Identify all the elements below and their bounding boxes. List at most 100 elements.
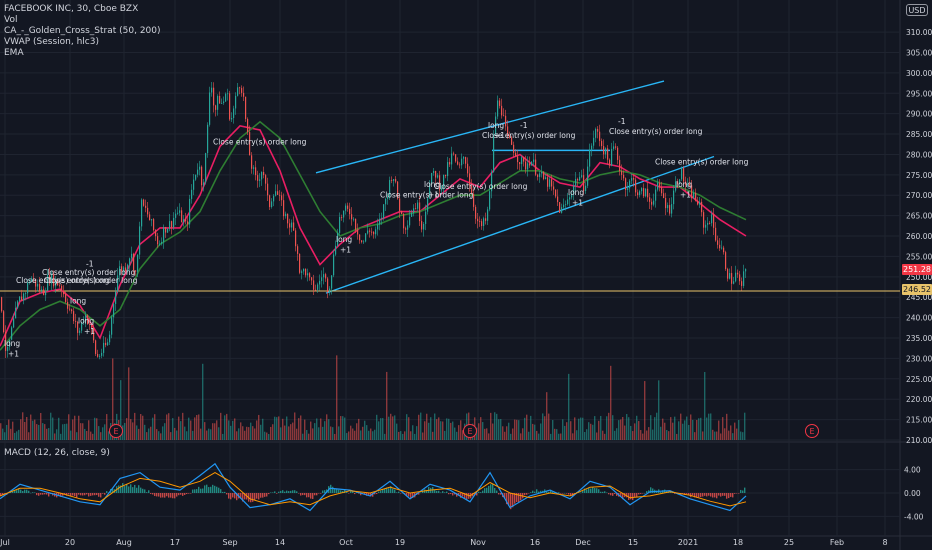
macd-histogram-bar [462,493,464,497]
volume-bar [580,417,582,440]
indicator-ema[interactable]: EMA [4,48,24,58]
macd-histogram-bar [348,493,350,494]
volume-bar [350,425,352,440]
candle-body [577,178,579,181]
candle-body [561,207,563,213]
candle-body [53,273,55,287]
time-axis[interactable]: Jul 20 Aug 17 Sep 14 Oct 19 Nov 16 Dec 15 2021 18 25 Fe… [0,538,888,547]
candle-body [69,308,71,310]
macd-histogram-bar [482,490,484,493]
macd-histogram-bar [550,489,552,493]
volume-bar [678,421,680,440]
candle-body [361,240,363,243]
strategy-label: -1 [86,260,94,269]
indicator-strategy[interactable]: CA_-_Golden_Cross_Strat (50, 200) [4,26,161,36]
candle-body [287,213,289,224]
volume-bar [238,428,240,440]
volume-bar [126,418,128,440]
macd-histogram-bar [142,488,144,493]
candle-body [479,221,481,222]
volume-bar [680,413,682,440]
macd-histogram-bar [296,491,298,493]
candle-body [211,87,213,93]
volume-bar [52,417,54,440]
volume-bar [314,423,316,440]
macd-tick-label: -4.00 [904,512,924,521]
candle-body [347,205,349,209]
price-axis[interactable]: 210.00 215.00 220.00 225.00 230.00 235.00 240.… [904,28,932,521]
volume-bar [426,413,428,440]
volume-bar [164,423,166,440]
y-tick-label: 280.00 [906,150,932,159]
macd-histogram-bar [512,493,514,508]
volume-bar [560,433,562,440]
volume-bar [670,417,672,440]
candle-body [323,274,325,278]
macd-histogram-bar [592,487,594,493]
volume-bar [20,419,22,440]
volume-bar [388,416,390,440]
candle-body [669,205,671,214]
volume-bar [718,420,720,440]
volume-bar [690,414,692,440]
volume-bar [188,417,190,440]
macd-histogram-bar [60,493,62,497]
candle-body [49,275,51,284]
y-tick-label: 250.00 [906,273,932,282]
earnings-icon[interactable]: E [109,424,123,438]
volume-bar [120,380,122,440]
candle-body [455,154,457,162]
candle-body [595,128,597,138]
candle-body [547,177,549,187]
macd-histogram-bar [382,489,384,493]
macd-histogram-bar [666,490,668,493]
macd-histogram-bar [378,491,380,493]
volume-bar [308,433,310,440]
candle-body [117,275,119,292]
volume-bar [306,429,308,440]
earnings-icon[interactable]: E [805,424,819,438]
candle-body [633,178,635,180]
volume-bar [206,430,208,440]
volume-bar [358,418,360,440]
candle-body [677,181,679,184]
candle-body [417,202,419,209]
macd-histogram-bar [320,493,322,494]
macd-histogram-bar [368,493,370,496]
x-tick-label: 18 [733,538,743,547]
symbol-title[interactable]: FACEBOOK INC, 30, Cboe BZX [4,4,139,14]
macd-histogram-bar [208,487,210,493]
candle-body [683,168,685,182]
chart-legend: FACEBOOK INC, 30, Cboe BZX Vol CA_-_Gold… [4,4,161,59]
candle-body [451,153,453,165]
currency-button[interactable]: USD [906,4,928,16]
macd-histogram-bar [138,485,140,493]
volume-bar [380,418,382,440]
macd-histogram-bar [438,490,440,493]
volume-bar [338,426,340,440]
candle-body [725,252,727,269]
x-tick-label: 2021 [678,538,698,547]
candle-body [585,185,587,192]
earnings-icon[interactable]: E [463,424,477,438]
volume-bar [158,431,160,440]
volume-bar [214,423,216,440]
volume-bar [108,431,110,440]
macd-histogram-bar [726,493,728,499]
volume-bar [62,424,64,440]
y-tick-label: 235.00 [906,334,932,343]
volume-bar [248,427,250,440]
volume-bar [550,433,552,440]
indicator-volume[interactable]: Vol [4,15,18,25]
macd-legend[interactable]: MACD (12, 26, close, 9) [4,448,110,458]
volume-bar [284,425,286,440]
indicator-vwap[interactable]: VWAP (Session, hlc3) [4,37,99,47]
volume-bar [60,433,62,440]
macd-histogram-bar [232,493,234,498]
volume-bar [504,431,506,440]
macd-histogram-bar [740,489,742,493]
candle-body [161,242,163,244]
candle-body [553,186,555,190]
strategy-label: Close entry(s) order long [380,190,474,199]
